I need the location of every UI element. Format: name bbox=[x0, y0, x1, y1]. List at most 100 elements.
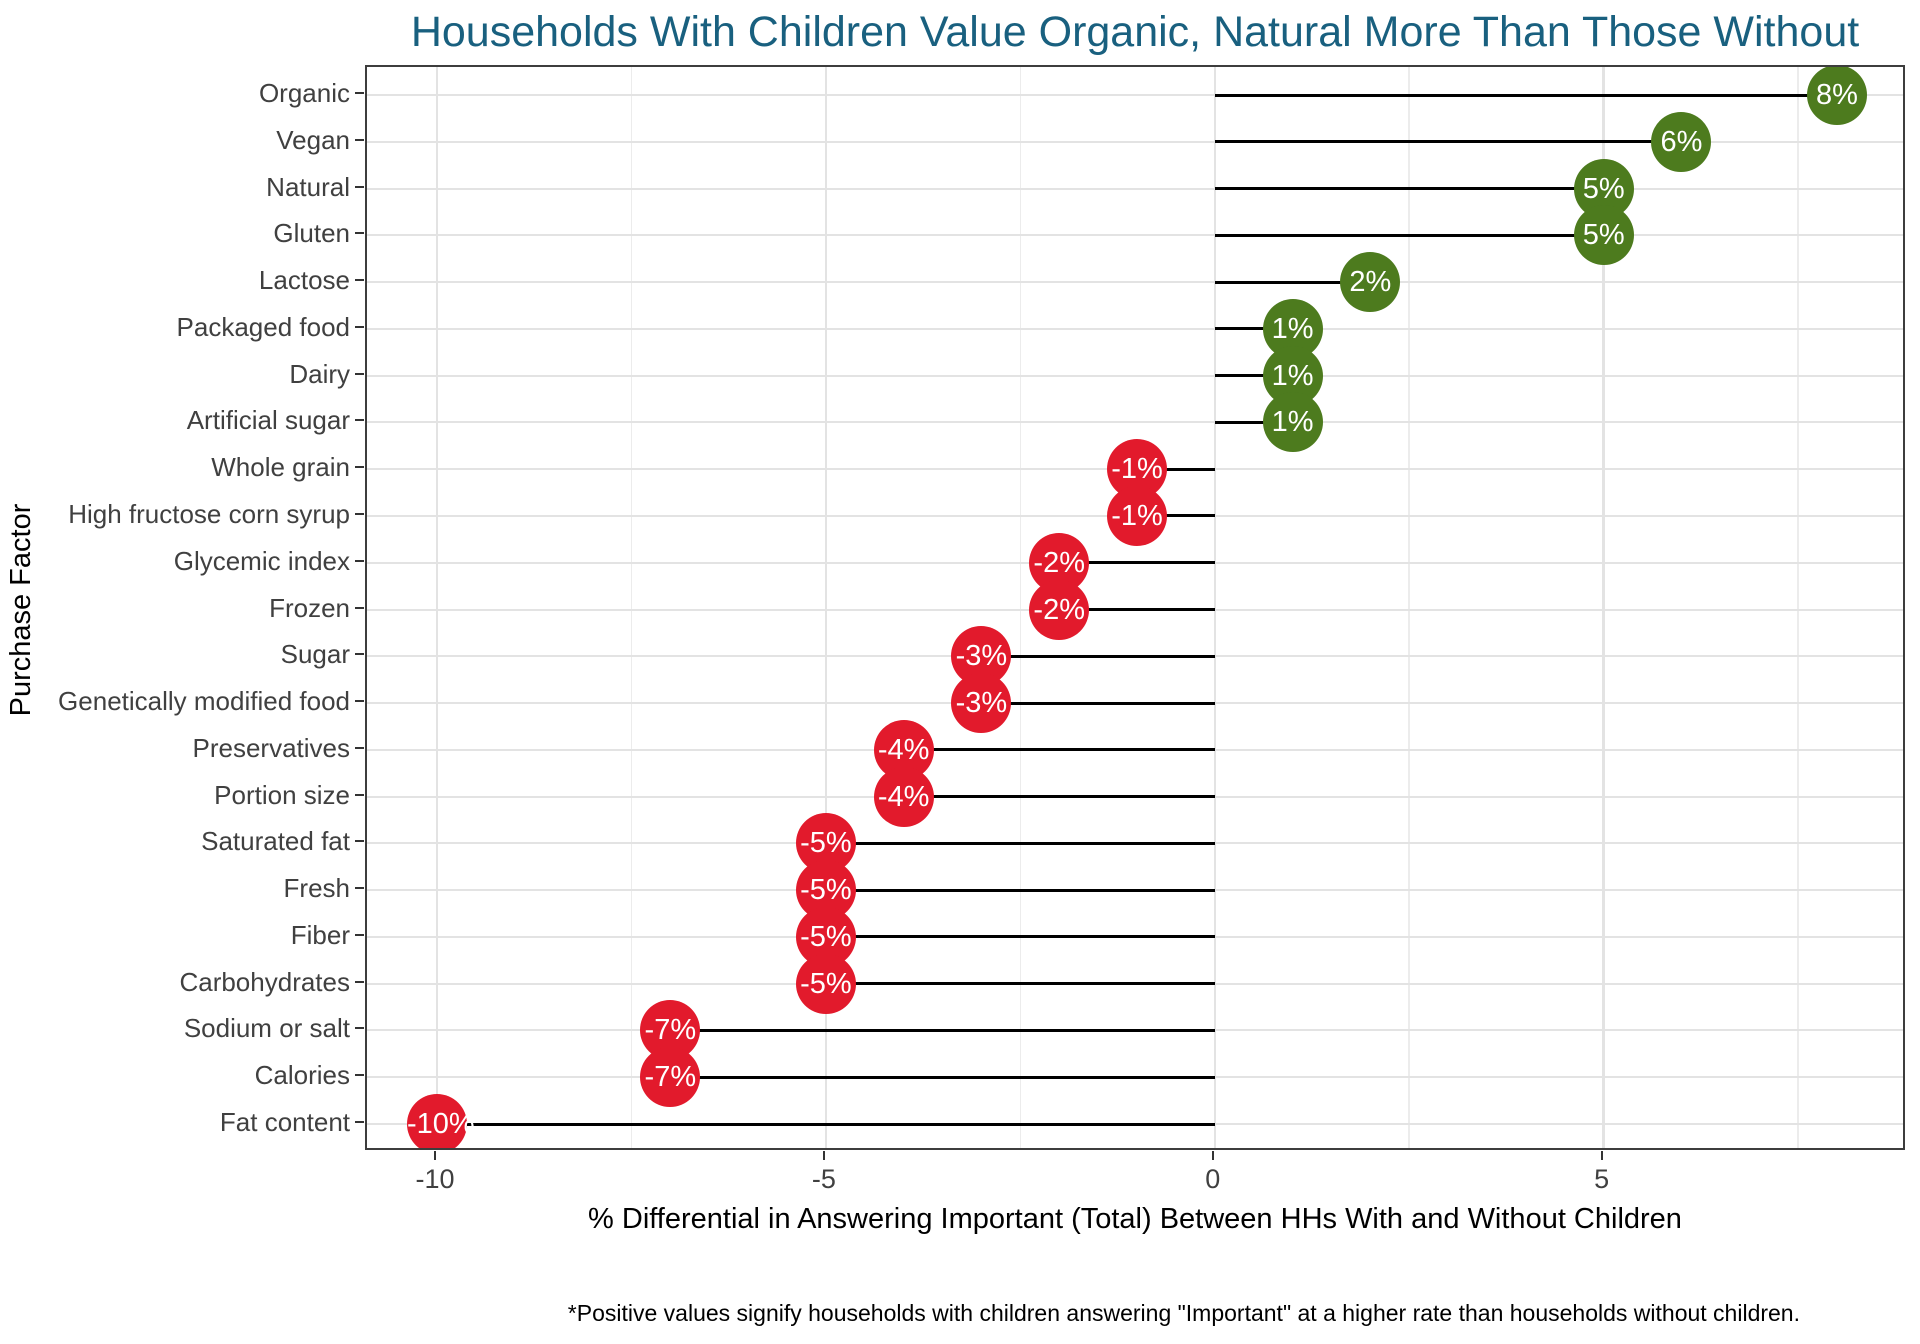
category-label: High fructose corn syrup bbox=[68, 498, 350, 529]
y-axis-tick bbox=[355, 1121, 364, 1123]
y-axis-tick bbox=[355, 138, 364, 141]
row-gridline bbox=[367, 187, 1903, 190]
lollipop-stem bbox=[1137, 467, 1215, 471]
category-label: Glycemic index bbox=[173, 545, 350, 576]
y-axis-tick bbox=[355, 466, 364, 469]
y-axis-tick bbox=[355, 793, 364, 796]
lollipop-point: -1% bbox=[1107, 485, 1167, 546]
lollipop-stem bbox=[1214, 93, 1837, 97]
lollipop-stem bbox=[1059, 608, 1215, 611]
lollipop-stem bbox=[825, 841, 1215, 845]
y-axis-tick bbox=[355, 653, 364, 656]
category-label: Fat content bbox=[219, 1107, 350, 1137]
row-gridline bbox=[367, 140, 1903, 143]
x-major-gridline bbox=[1213, 67, 1217, 1148]
category-label: Frozen bbox=[269, 592, 350, 623]
chart-title: Households With Children Value Organic, … bbox=[410, 8, 1860, 56]
category-label: Sodium or salt bbox=[183, 1013, 350, 1044]
lollipop-point: -4% bbox=[873, 766, 934, 827]
y-axis-tick bbox=[355, 372, 364, 375]
lollipop-point: -2% bbox=[1029, 579, 1090, 640]
lollipop-stem bbox=[825, 888, 1215, 892]
lollipop-stem bbox=[1214, 327, 1293, 331]
y-axis-tick bbox=[355, 1074, 364, 1077]
lollipop-stem bbox=[825, 982, 1215, 986]
x-minor-gridline bbox=[630, 67, 633, 1148]
category-label: Fresh bbox=[283, 873, 350, 904]
x-axis-tick bbox=[434, 1151, 436, 1160]
y-axis-tick bbox=[355, 746, 364, 749]
lollipop-stem bbox=[903, 795, 1215, 799]
category-label: Calories bbox=[254, 1060, 350, 1091]
y-axis-tick bbox=[355, 185, 364, 188]
category-label: Artificial sugar bbox=[186, 405, 350, 436]
lollipop-point: 5% bbox=[1573, 205, 1634, 266]
lollipop-stem bbox=[1214, 374, 1293, 378]
plot-panel: 8% 6% 5% 5% 2% 1% 1% 1% -1% -1% -2% -2% -3% -3% -4% -4%… bbox=[365, 65, 1905, 1150]
x-axis-tick bbox=[1211, 1151, 1214, 1160]
lollipop-stem bbox=[981, 654, 1215, 658]
category-label: Gluten bbox=[273, 218, 350, 249]
category-label: Sugar bbox=[280, 639, 350, 670]
y-axis-tick bbox=[355, 887, 364, 890]
category-label: Fiber bbox=[290, 919, 350, 950]
y-axis-tick bbox=[355, 840, 364, 843]
lollipop-point: 6% bbox=[1651, 111, 1712, 172]
x-major-gridline bbox=[824, 67, 828, 1148]
x-minor-gridline bbox=[1408, 67, 1410, 1148]
lollipop-stem bbox=[1214, 187, 1604, 191]
y-axis-tick bbox=[355, 325, 364, 328]
x-axis-tick-label: -10 bbox=[415, 1164, 455, 1194]
x-major-gridline bbox=[1602, 67, 1605, 1148]
y-axis-tick bbox=[355, 419, 364, 422]
lollipop-stem bbox=[1214, 233, 1604, 237]
lollipop-point: 5% bbox=[1573, 158, 1634, 219]
category-label: Carbohydrates bbox=[179, 966, 350, 997]
row-gridline bbox=[367, 281, 1903, 284]
x-minor-gridline bbox=[1019, 67, 1022, 1148]
y-axis-tick bbox=[355, 232, 364, 235]
lollipop-point: -3% bbox=[951, 673, 1012, 734]
x-axis-tick bbox=[822, 1151, 825, 1160]
lollipop-stem bbox=[670, 1028, 1215, 1032]
x-axis-tick bbox=[1600, 1151, 1603, 1160]
x-axis-tick-label: 0 bbox=[1205, 1164, 1221, 1194]
lollipop-point: -5% bbox=[795, 953, 856, 1014]
lollipop-stem bbox=[903, 748, 1215, 752]
x-axis-title: % Differential in Answering Important (T… bbox=[588, 1203, 1682, 1235]
chart-footnote: *Positive values signify households with… bbox=[567, 1300, 1800, 1326]
row-gridline bbox=[367, 234, 1903, 237]
lollipop-stem bbox=[825, 935, 1215, 939]
lollipop-point: 2% bbox=[1340, 252, 1401, 313]
category-label: Vegan bbox=[276, 124, 350, 155]
y-axis-tick bbox=[355, 980, 364, 983]
row-gridline bbox=[367, 421, 1903, 424]
y-axis-tick bbox=[355, 512, 364, 515]
x-minor-gridline bbox=[1797, 67, 1799, 1148]
lollipop-point: 8% bbox=[1807, 67, 1867, 125]
row-gridline bbox=[367, 94, 1903, 96]
lollipop-stem bbox=[1059, 561, 1215, 565]
y-axis-tick bbox=[355, 92, 364, 94]
category-label: Portion size bbox=[214, 779, 350, 810]
category-label: Whole grain bbox=[211, 452, 350, 483]
y-axis-tick bbox=[355, 1027, 364, 1030]
category-label: Lactose bbox=[258, 265, 350, 296]
lollipop-point: -7% bbox=[640, 1000, 701, 1061]
lollipop-stem bbox=[1214, 280, 1371, 284]
lollipop-stem bbox=[981, 701, 1215, 705]
lollipop-stem bbox=[1214, 420, 1293, 424]
category-label: Preservatives bbox=[192, 732, 351, 763]
y-axis-tick bbox=[355, 933, 364, 936]
x-major-gridline bbox=[435, 67, 439, 1148]
y-axis-tick bbox=[355, 279, 364, 282]
category-label: Dairy bbox=[289, 358, 350, 389]
lollipop-point: -7% bbox=[640, 1047, 701, 1108]
lollipop-point: 1% bbox=[1262, 392, 1323, 453]
lollipop-stem bbox=[670, 1075, 1215, 1079]
lollipop-point: -10% bbox=[407, 1094, 475, 1148]
category-label: Natural bbox=[266, 171, 350, 202]
category-label: Organic bbox=[258, 78, 350, 108]
category-label: Packaged food bbox=[176, 311, 350, 342]
